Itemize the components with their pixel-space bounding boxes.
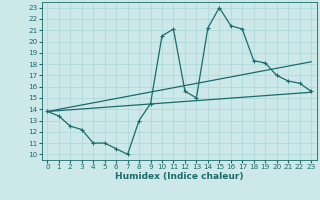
X-axis label: Humidex (Indice chaleur): Humidex (Indice chaleur) <box>115 172 244 181</box>
